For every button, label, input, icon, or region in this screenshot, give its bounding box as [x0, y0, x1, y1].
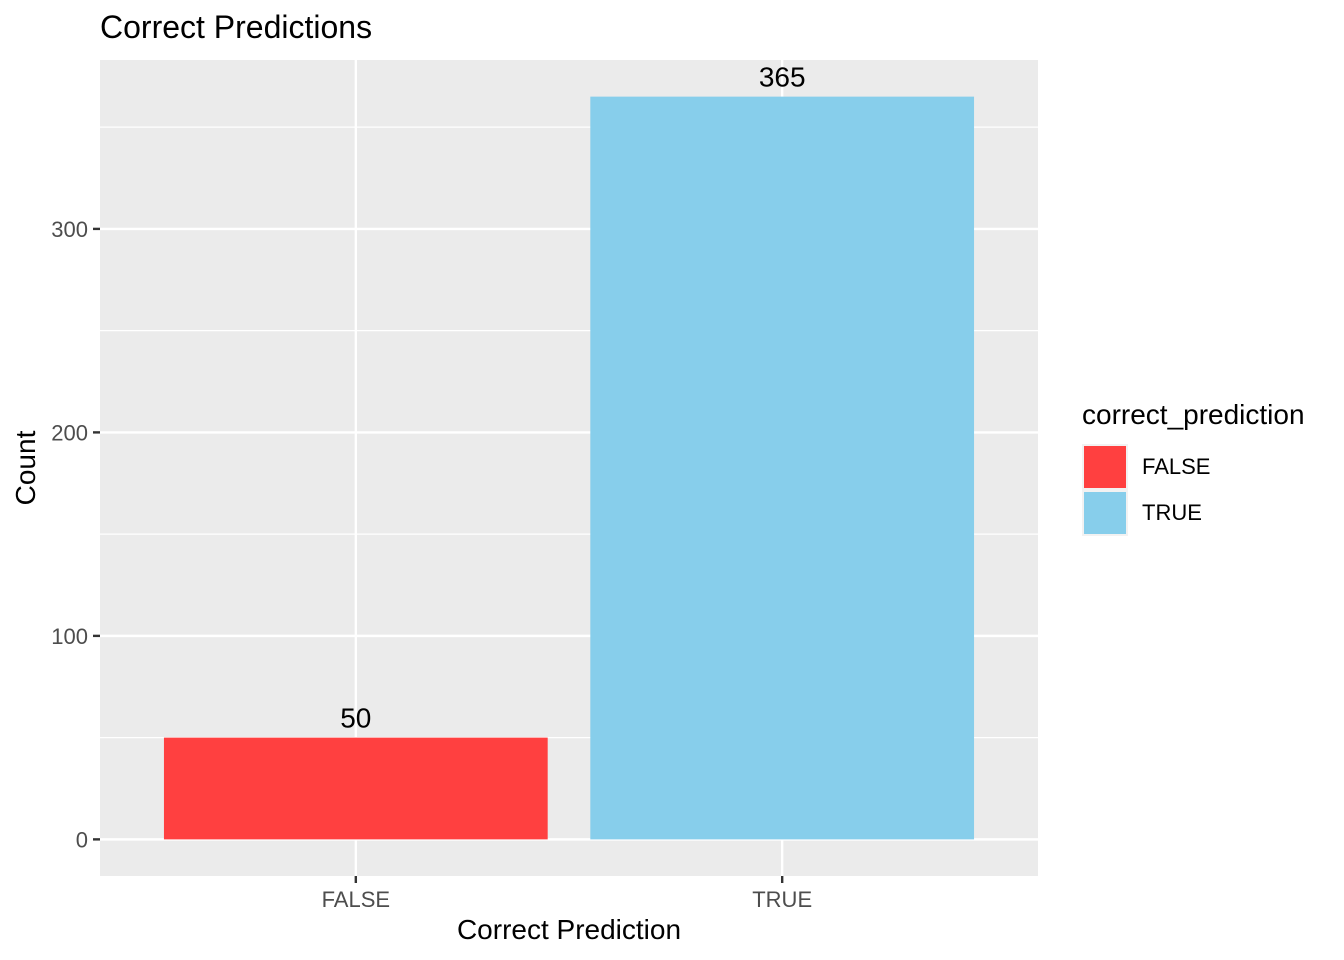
y-tick-label: 200 — [51, 420, 88, 445]
legend-label-true: TRUE — [1142, 500, 1202, 525]
bars — [163, 96, 975, 840]
x-tick-label: FALSE — [322, 887, 390, 912]
x-axis-title: Correct Prediction — [457, 914, 681, 945]
legend: correct_prediction FALSE TRUE — [1082, 399, 1305, 536]
data-label-true: 365 — [759, 62, 806, 93]
x-axis: FALSE TRUE — [322, 876, 812, 912]
y-tick-label: 100 — [51, 624, 88, 649]
data-labels: 50 365 — [340, 62, 805, 734]
y-tick-label: 300 — [51, 217, 88, 242]
bar-true — [590, 96, 975, 840]
legend-title: correct_prediction — [1082, 399, 1305, 430]
y-tick-label: 0 — [76, 827, 88, 852]
legend-label-false: FALSE — [1142, 454, 1210, 479]
data-label-false: 50 — [340, 703, 371, 734]
chart-title: Correct Predictions — [100, 9, 372, 45]
legend-swatch-true — [1084, 492, 1126, 534]
bar-false — [163, 737, 548, 840]
legend-swatch-false — [1084, 446, 1126, 488]
y-axis-title: Count — [10, 430, 41, 505]
y-axis: 0 100 200 300 — [51, 217, 100, 852]
x-tick-label: TRUE — [752, 887, 812, 912]
